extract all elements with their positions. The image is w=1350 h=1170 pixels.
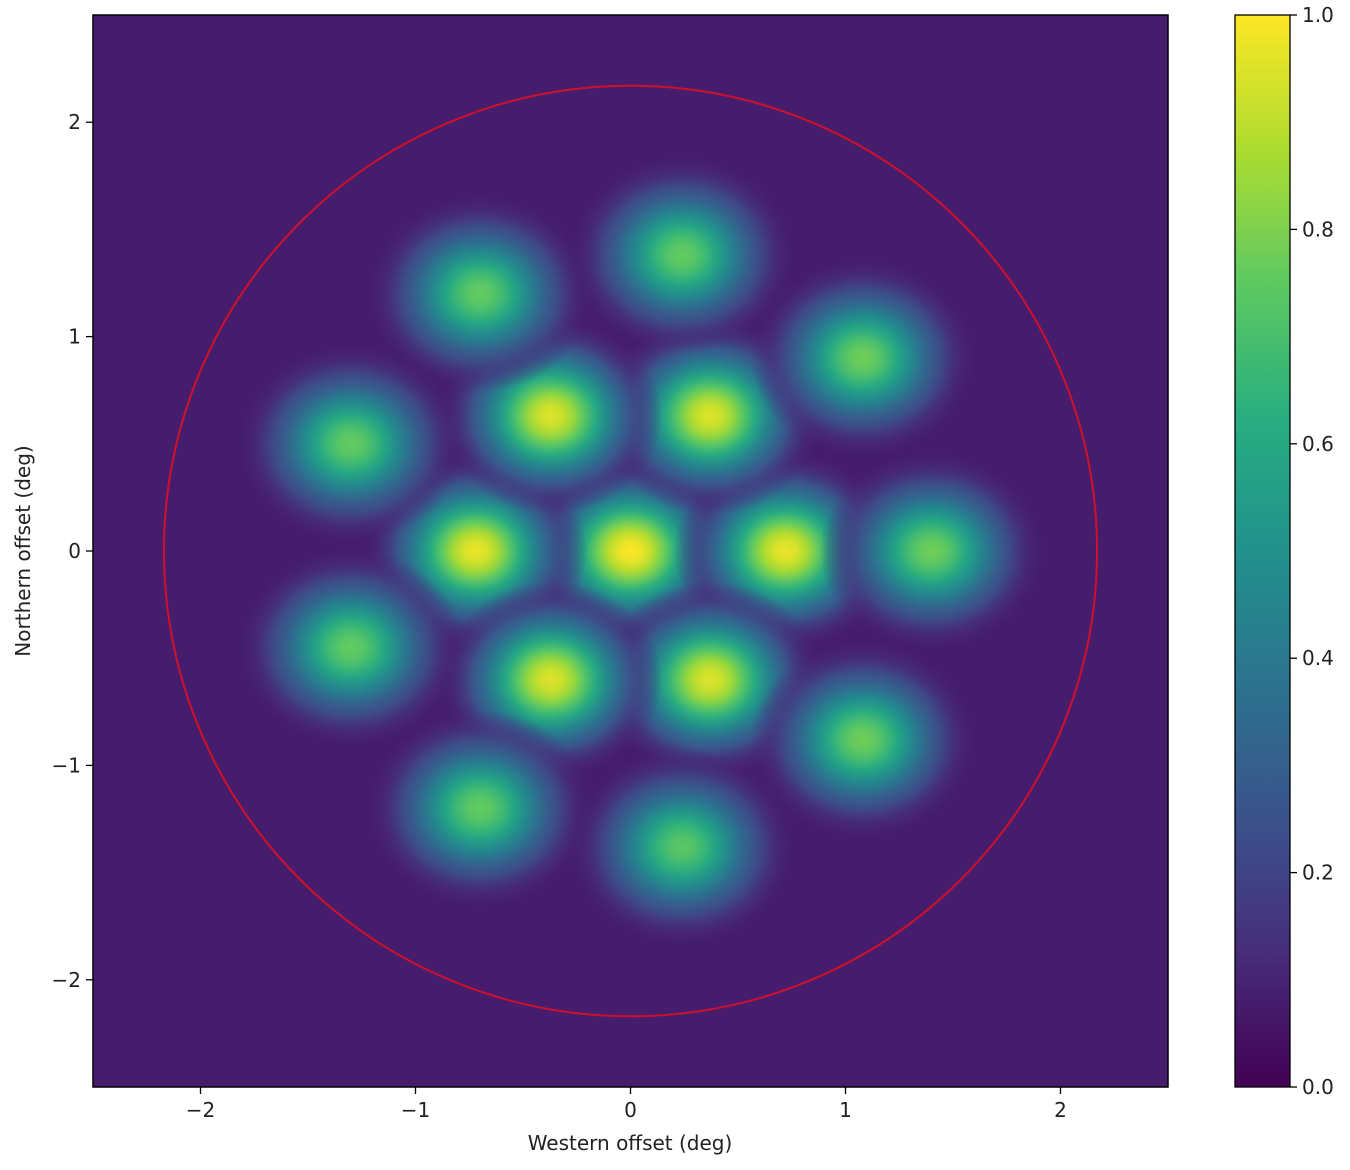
- beam: [750, 259, 975, 457]
- colorbar-tick-label: 0.0: [1302, 1075, 1334, 1099]
- beam: [570, 748, 794, 946]
- colorbar-tick-label: 0.6: [1302, 432, 1334, 456]
- y-tick-label: 2: [68, 110, 81, 134]
- coverage-circle: [162, 84, 1099, 1018]
- colorbar-tick-label: 1.0: [1302, 3, 1334, 27]
- x-tick-label: 2: [1054, 1098, 1067, 1122]
- colorbar: [1234, 14, 1291, 1088]
- beam: [368, 195, 592, 393]
- y-tick-label: −2: [52, 968, 81, 992]
- colorbar-tick-label: 0.4: [1302, 646, 1334, 670]
- beam: [239, 345, 463, 543]
- beam: [570, 156, 794, 354]
- x-tick-label: −2: [186, 1098, 215, 1122]
- x-tick-label: 1: [839, 1098, 852, 1122]
- x-axis-label: Western offset (deg): [528, 1131, 733, 1155]
- beam: [239, 548, 463, 747]
- beams: [239, 156, 1044, 946]
- beam: [819, 452, 1044, 650]
- colorbar-tick-label: 0.8: [1302, 217, 1334, 241]
- y-tick-label: 1: [68, 325, 81, 349]
- x-tick-label: −1: [401, 1098, 430, 1122]
- y-tick-label: 0: [68, 539, 81, 563]
- colorbar-tick-label: 0.2: [1302, 861, 1334, 885]
- y-tick-label: −1: [52, 753, 81, 777]
- y-axis-label: Northern offset (deg): [11, 445, 35, 656]
- beam: [750, 641, 975, 839]
- beam: [368, 709, 592, 907]
- x-tick-label: 0: [624, 1098, 637, 1122]
